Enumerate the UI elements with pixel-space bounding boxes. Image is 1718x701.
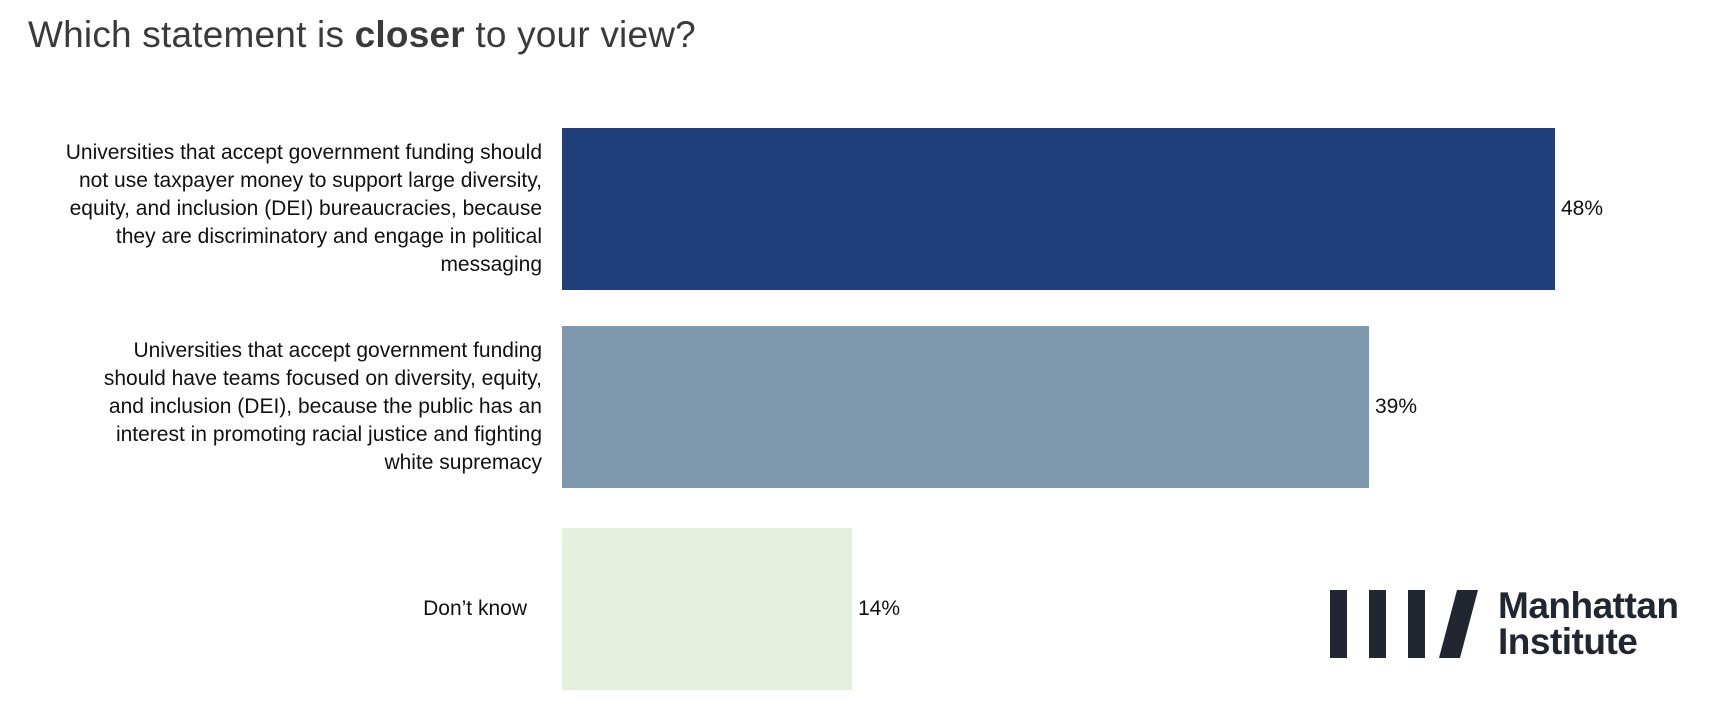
logo-text: Manhattan Institute bbox=[1498, 585, 1679, 662]
category-label-3: Don’t know bbox=[423, 595, 527, 623]
category-label-line: should have teams focused on diversity, … bbox=[103, 367, 542, 390]
bar-2 bbox=[562, 326, 1369, 488]
category-label-line: messaging bbox=[440, 253, 542, 276]
category-label-line: Don’t know bbox=[423, 597, 527, 620]
bar-3 bbox=[562, 528, 852, 690]
value-label-2: 39% bbox=[1375, 395, 1418, 418]
logo-line2: Institute bbox=[1498, 621, 1638, 662]
logo-line1: Manhattan bbox=[1498, 585, 1679, 626]
title-bold: closer bbox=[354, 14, 465, 55]
bar-1 bbox=[562, 128, 1555, 290]
category-label-line: not use taxpayer money to support large … bbox=[78, 169, 542, 192]
value-label-3: 14% bbox=[858, 597, 901, 620]
category-label-2: Universities that accept government fund… bbox=[104, 337, 542, 477]
category-label-line: and inclusion (DEI), because the public … bbox=[108, 395, 542, 418]
chart-title: Which statement is closer to your view? bbox=[28, 14, 696, 56]
category-label-line: Universities that accept government fund… bbox=[133, 339, 542, 362]
title-prefix: Which statement is bbox=[28, 14, 355, 55]
category-label-line: interest in promoting racial justice and… bbox=[115, 423, 542, 446]
manhattan-institute-logo-icon bbox=[1330, 590, 1478, 658]
title-suffix: to your view? bbox=[464, 14, 696, 55]
category-label-line: equity, and inclusion (DEI) bureaucracie… bbox=[69, 197, 542, 220]
category-label-1: Universities that accept government fund… bbox=[66, 139, 542, 279]
value-label-1: 48% bbox=[1561, 197, 1604, 220]
category-label-line: white supremacy bbox=[384, 451, 542, 474]
category-label-line: Universities that accept government fund… bbox=[65, 141, 542, 164]
category-label-line: they are discriminatory and engage in po… bbox=[115, 225, 542, 248]
